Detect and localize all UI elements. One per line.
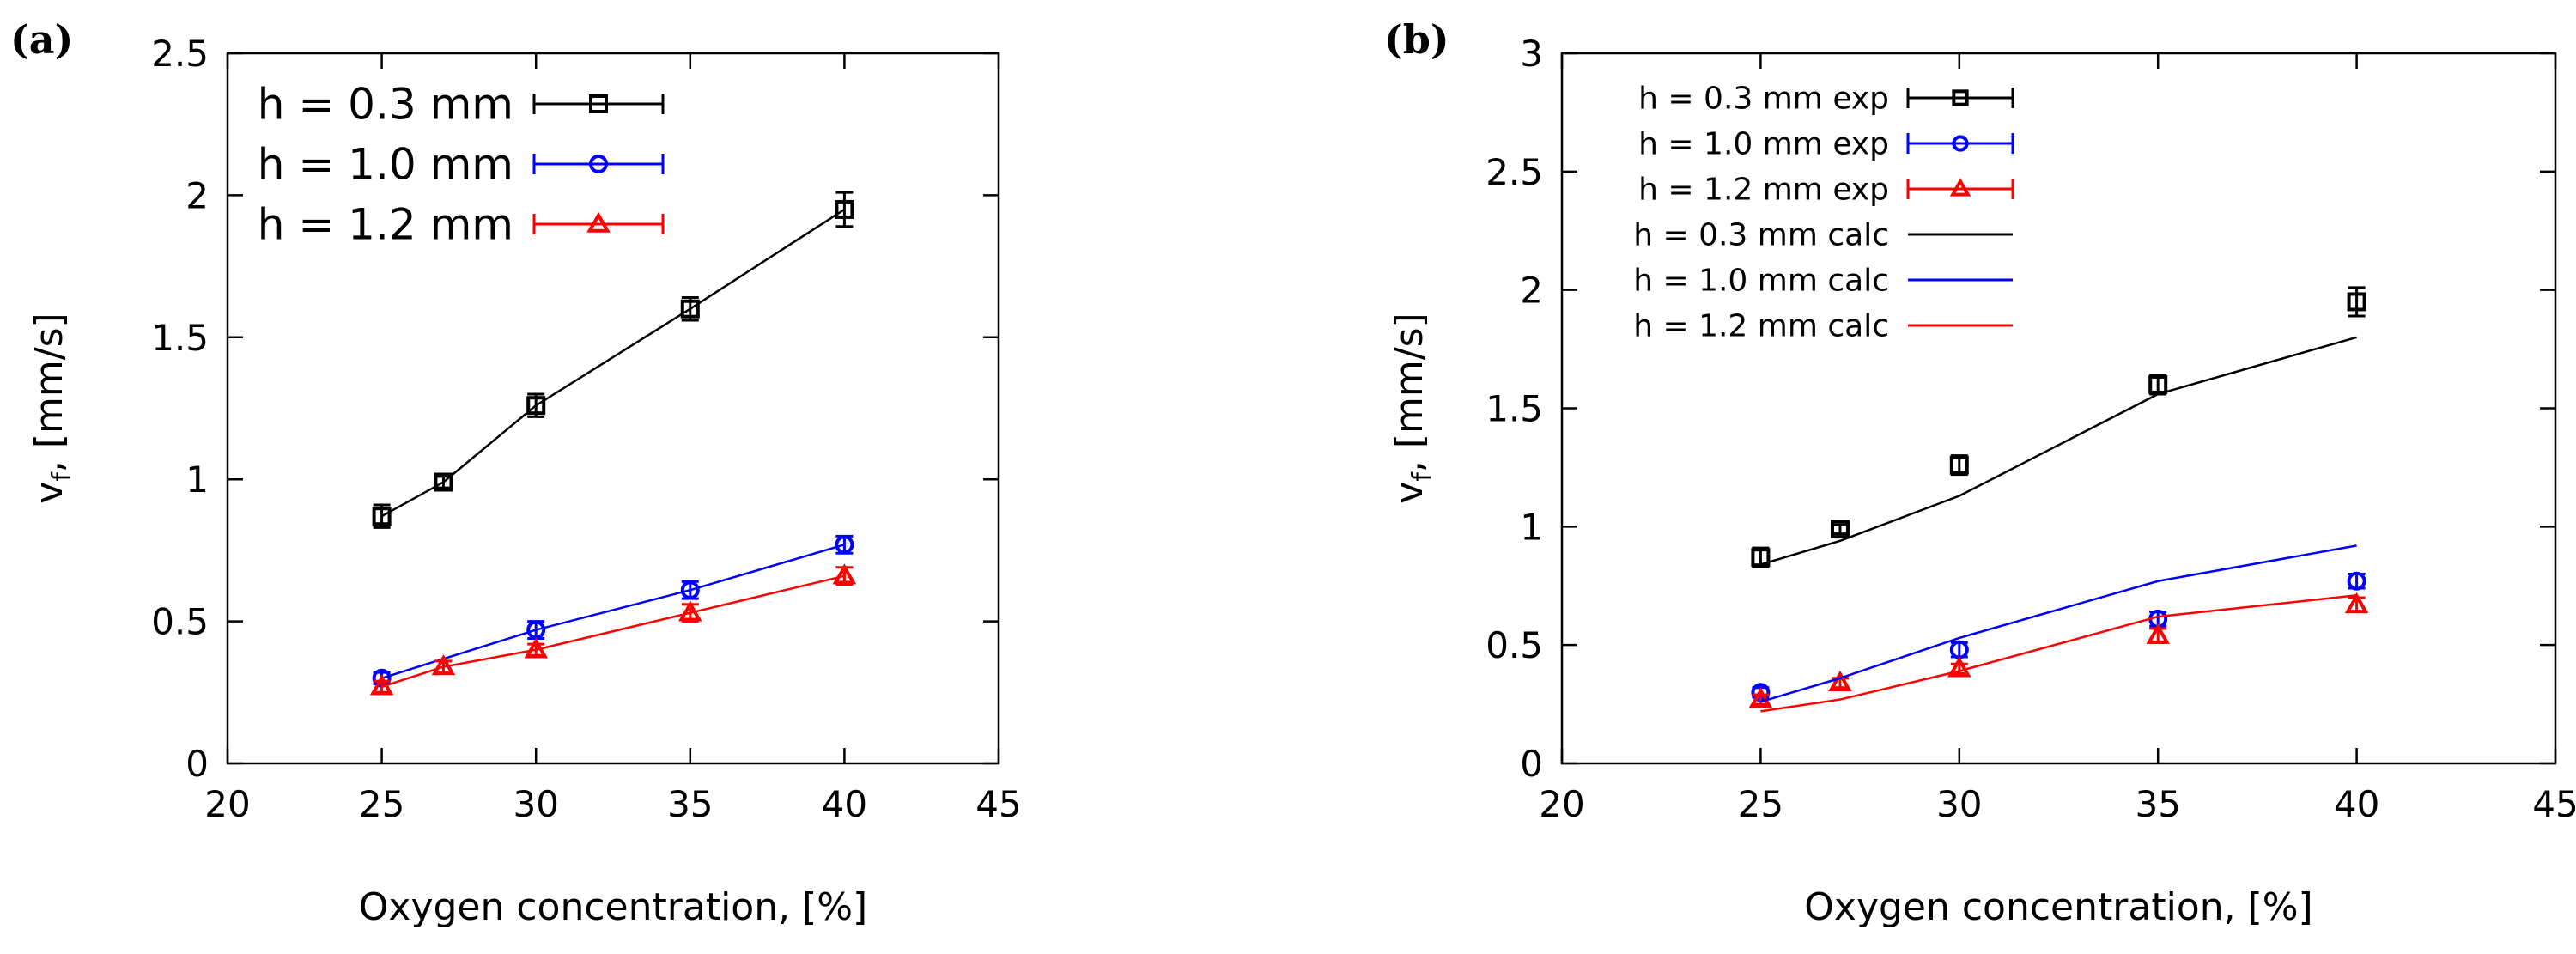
y-tick-label: 2.5 bbox=[1485, 151, 1543, 193]
legend-label: h = 0.3 mm calc bbox=[1633, 218, 1889, 253]
data-point bbox=[1947, 656, 1971, 678]
series-line bbox=[380, 208, 846, 518]
x-tick-label: 35 bbox=[667, 783, 713, 825]
data-point bbox=[832, 563, 857, 585]
legend-label: h = 1.2 mm calc bbox=[1633, 309, 1889, 344]
y-tick-label: 0 bbox=[1520, 743, 1543, 785]
y-axis-title-subscript: f bbox=[1407, 471, 1437, 482]
x-tick-label: 40 bbox=[822, 783, 867, 825]
data-point bbox=[372, 507, 392, 526]
data-point bbox=[2344, 592, 2369, 614]
data-point bbox=[1751, 548, 1771, 568]
panel-label: (a) bbox=[10, 16, 73, 63]
legend-label: h = 0.3 mm exp bbox=[1638, 82, 1889, 117]
series-h-1-2-mm-calc bbox=[1760, 594, 2357, 713]
x-axis-title: Oxygen concentration, [%] bbox=[359, 885, 867, 929]
data-point bbox=[526, 396, 546, 416]
y-tick-label: 3 bbox=[1520, 33, 1543, 75]
series-h-0-3-mm-calc bbox=[1760, 336, 2357, 566]
legend-marker bbox=[1952, 135, 1969, 152]
x-tick-label: 40 bbox=[2334, 783, 2379, 825]
series-line bbox=[1760, 594, 2357, 713]
y-tick-label: 0.5 bbox=[1485, 624, 1543, 666]
data-point bbox=[1830, 520, 1850, 539]
y-tick-label: 0 bbox=[185, 743, 209, 785]
x-tick-label: 30 bbox=[1936, 783, 1982, 825]
data-point bbox=[369, 674, 394, 696]
data-point bbox=[835, 535, 854, 555]
y-tick-label: 2 bbox=[1520, 270, 1543, 312]
series-h-1-0-mm-calc bbox=[1760, 544, 2357, 703]
y-axis-title: vf, [mm/s] bbox=[1388, 313, 1437, 503]
chart-panel-b: (b) 20 25 30 35 40 45 0 0.5 1 1.5 2 2.5 3 Oxygen conce… bbox=[1384, 16, 2576, 929]
x-tick-label: 45 bbox=[2532, 783, 2576, 825]
y-tick-label: 1.5 bbox=[1485, 388, 1543, 430]
data-point bbox=[1949, 455, 1969, 475]
x-tick-label: 20 bbox=[204, 783, 250, 825]
legend-marker bbox=[1952, 89, 1969, 106]
y-tick-label: 1 bbox=[185, 459, 209, 501]
x-tick-label: 25 bbox=[359, 783, 404, 825]
legend-label: h = 1.0 mm bbox=[258, 140, 513, 190]
data-point bbox=[835, 199, 854, 219]
x-tick-label: 25 bbox=[1738, 783, 1783, 825]
legend-marker bbox=[589, 94, 608, 113]
data-point bbox=[524, 637, 548, 659]
legend-label: h = 1.0 mm calc bbox=[1633, 264, 1889, 299]
panel-label: (b) bbox=[1384, 16, 1449, 63]
legend-marker bbox=[586, 211, 611, 233]
y-axis-title-subscript: f bbox=[47, 471, 77, 482]
y-axis-title-main: v bbox=[27, 482, 71, 504]
chart-panel-a: (a) 20 25 30 35 40 45 0 0.5 1 1.5 2 2.5 Oxygen concen… bbox=[10, 16, 1022, 929]
data-point bbox=[1828, 670, 1852, 692]
data-point bbox=[1748, 687, 1773, 708]
legend-label: h = 0.3 mm bbox=[258, 80, 513, 130]
data-point bbox=[2347, 292, 2366, 312]
legend-label: h = 1.2 mm exp bbox=[1638, 173, 1889, 208]
y-axis-title-main: v bbox=[1388, 482, 1431, 504]
legend-marker bbox=[589, 155, 608, 173]
series-h-0-3-mm-exp bbox=[1751, 286, 2366, 568]
legend-label: h = 1.0 mm exp bbox=[1638, 127, 1889, 162]
series-h-1-0-mm bbox=[372, 534, 854, 688]
series-line bbox=[1760, 544, 2357, 703]
data-point bbox=[680, 299, 700, 319]
y-axis-title: vf, [mm/s] bbox=[27, 313, 77, 503]
x-tick-label: 45 bbox=[975, 783, 1021, 825]
y-tick-label: 1.5 bbox=[151, 317, 209, 359]
x-tick-label: 35 bbox=[2135, 783, 2180, 825]
y-axis-title-unit: , [mm/s] bbox=[27, 313, 71, 472]
data-point bbox=[2148, 374, 2168, 394]
plot-frame bbox=[226, 52, 1000, 765]
legend-marker bbox=[1949, 178, 1971, 197]
data-point bbox=[2146, 623, 2170, 644]
series-h-0-3-mm bbox=[372, 191, 854, 529]
x-tick-label: 20 bbox=[1539, 783, 1584, 825]
series-h-1-2-mm bbox=[369, 563, 857, 696]
series-h-1-2-mm-exp bbox=[1748, 592, 2369, 708]
data-point bbox=[678, 600, 702, 622]
data-point bbox=[2347, 571, 2366, 591]
x-axis-title: Oxygen concentration, [%] bbox=[1804, 885, 2312, 929]
y-tick-label: 0.5 bbox=[151, 601, 209, 643]
legend-label: h = 1.2 mm bbox=[258, 200, 513, 250]
series-line bbox=[1760, 336, 2357, 566]
y-tick-label: 2.5 bbox=[151, 33, 209, 75]
y-tick-label: 2 bbox=[185, 174, 209, 216]
x-tick-label: 30 bbox=[513, 783, 558, 825]
y-tick-label: 1 bbox=[1520, 506, 1543, 548]
data-point bbox=[431, 654, 456, 676]
series-line bbox=[381, 544, 845, 679]
y-axis-title-unit: , [mm/s] bbox=[1388, 313, 1431, 472]
data-point bbox=[680, 580, 700, 600]
data-point bbox=[434, 472, 453, 492]
